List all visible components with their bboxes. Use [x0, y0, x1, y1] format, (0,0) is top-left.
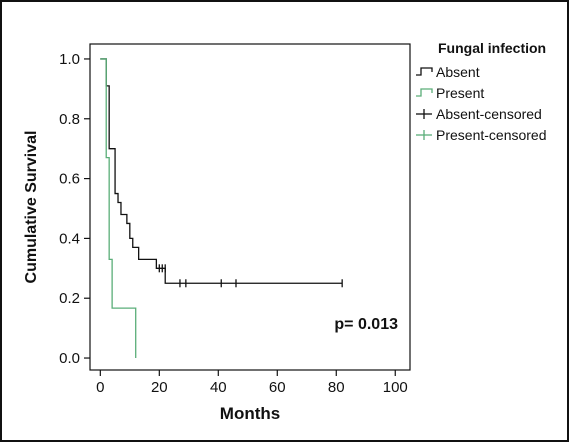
legend-label: Absent — [436, 64, 480, 80]
series-layer — [100, 58, 343, 359]
legend-swatch-absent — [416, 67, 433, 76]
x-tick-label: 20 — [151, 379, 168, 396]
y-tick-label: 0.0 — [59, 350, 80, 367]
legend-swatch-present-censored — [416, 130, 432, 140]
x-axis-ticks: 0 20 40 60 80 100 — [96, 370, 408, 396]
y-tick-label: 0.6 — [59, 171, 80, 188]
y-axis-ticks: 0.0 0.2 0.4 0.6 0.8 1.0 — [59, 51, 90, 367]
series-line-present — [100, 58, 137, 359]
x-tick-label: 40 — [210, 379, 227, 396]
x-tick-label: 0 — [96, 379, 104, 396]
y-tick-label: 0.2 — [59, 290, 80, 307]
legend-swatch-absent-censored — [416, 109, 432, 119]
x-axis-label: Months — [220, 404, 280, 423]
legend-label: Absent-censored — [436, 106, 542, 122]
legend-items: Absent Present Absent-censored Present-cens… — [416, 64, 547, 143]
legend-label: Present — [436, 85, 484, 101]
legend-title: Fungal infection — [438, 40, 546, 56]
y-axis-label: Cumulative Survival — [23, 131, 40, 284]
plot-area — [89, 43, 411, 371]
y-tick-label: 1.0 — [59, 51, 80, 68]
censor-layer — [158, 264, 343, 288]
x-tick-label: 100 — [383, 379, 408, 396]
x-tick-label: 60 — [269, 379, 286, 396]
y-tick-label: 0.4 — [59, 230, 80, 247]
series-line-absent — [100, 58, 343, 284]
x-tick-label: 80 — [328, 379, 345, 396]
y-tick-label: 0.8 — [59, 111, 80, 128]
p-value-annotation: p= 0.013 — [334, 316, 398, 333]
legend-label: Present-censored — [436, 127, 547, 143]
legend: Fungal infection Absent Present Absent-cen… — [416, 40, 547, 143]
legend-swatch-present — [416, 88, 433, 97]
